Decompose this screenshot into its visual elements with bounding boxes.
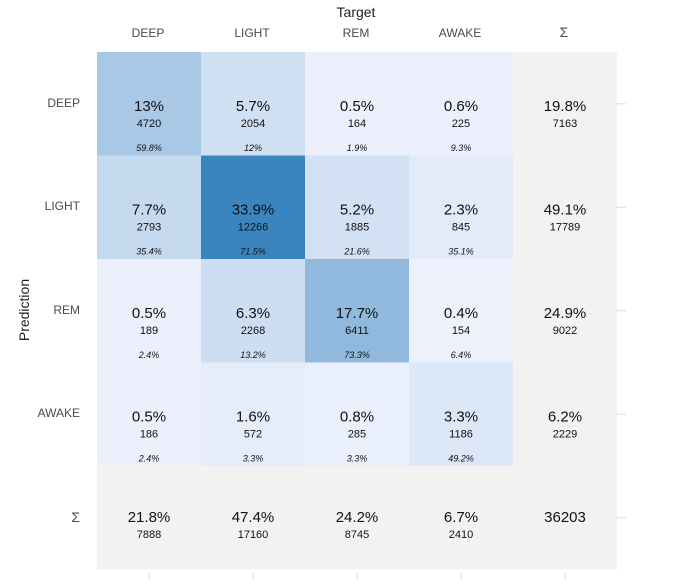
- cell-percent-label: 0.4%: [444, 305, 478, 322]
- cell-count-label: 6411: [345, 325, 369, 337]
- cell-count-label: 2793: [137, 222, 161, 234]
- column-sum-percent-label: 24.2%: [336, 509, 379, 526]
- column-sum-count-label: 17160: [238, 529, 269, 541]
- column-sum-percent-label: 47.4%: [232, 509, 275, 526]
- cell-column-percent-label: 59.8%: [136, 143, 162, 153]
- column-sum-count-label: 7888: [137, 529, 161, 541]
- cell-percent-label: 0.6%: [444, 98, 478, 115]
- matrix-cell: [97, 155, 201, 259]
- cell-count-label: 1186: [449, 429, 473, 441]
- row-sum-percent-label: 24.9%: [544, 305, 587, 322]
- cell-count-label: 285: [348, 429, 366, 441]
- col-label-sum: Σ: [559, 24, 569, 40]
- row-sum-percent-label: 49.1%: [544, 202, 587, 219]
- cell-column-percent-label: 12%: [244, 143, 262, 153]
- cell-percent-label: 3.3%: [444, 409, 478, 426]
- cell-percent-label: 0.5%: [132, 409, 166, 426]
- matrix-cell: [409, 259, 513, 363]
- matrix-cell: [305, 362, 409, 466]
- matrix-cell: [97, 52, 201, 156]
- cell-count-label: 12266: [238, 222, 269, 234]
- matrix-cell: [305, 52, 409, 156]
- row-label-deep: DEEP: [47, 96, 80, 110]
- cell-column-percent-label: 2.4%: [138, 350, 160, 360]
- row-sum-count-label: 7163: [553, 118, 577, 130]
- cell-percent-label: 1.6%: [236, 409, 270, 426]
- cell-count-label: 572: [244, 429, 262, 441]
- cell-column-percent-label: 35.1%: [448, 247, 474, 257]
- matrix-cell: [305, 259, 409, 363]
- cell-column-percent-label: 49.2%: [448, 454, 474, 464]
- matrix-cell: [409, 362, 513, 466]
- matrix-cell: [305, 155, 409, 259]
- cell-column-percent-label: 35.4%: [136, 247, 162, 257]
- cell-percent-label: 6.3%: [236, 305, 270, 322]
- sum-row-background: [97, 466, 513, 570]
- cell-percent-label: 7.7%: [132, 202, 166, 219]
- matrix-cell: [97, 259, 201, 363]
- matrix-cell: [201, 52, 305, 156]
- cell-percent-label: 0.5%: [132, 305, 166, 322]
- cell-count-label: 225: [452, 118, 470, 130]
- cell-count-label: 154: [452, 325, 470, 337]
- cell-count-label: 2054: [241, 118, 265, 130]
- cell-column-percent-label: 1.9%: [347, 143, 368, 153]
- cell-column-percent-label: 9.3%: [451, 143, 472, 153]
- row-label-sum: Σ: [71, 509, 80, 525]
- col-label-awake: AWAKE: [438, 26, 482, 40]
- cell-percent-label: 0.8%: [340, 409, 374, 426]
- column-sum-percent-label: 6.7%: [444, 509, 478, 526]
- cell-percent-label: 2.3%: [444, 202, 478, 219]
- column-sum-percent-label: 21.8%: [128, 509, 171, 526]
- cell-percent-label: 17.7%: [336, 305, 379, 322]
- cell-column-percent-label: 71.5%: [240, 247, 266, 257]
- cell-count-label: 2268: [241, 325, 265, 337]
- row-sum-percent-label: 19.8%: [544, 98, 587, 115]
- cell-percent-label: 5.2%: [340, 202, 374, 219]
- cell-column-percent-label: 21.6%: [343, 247, 370, 257]
- row-sum-count-label: 2229: [553, 429, 577, 441]
- cell-column-percent-label: 73.3%: [344, 350, 370, 360]
- row-sum-count-label: 9022: [553, 325, 577, 337]
- column-sum-count-label: 2410: [449, 529, 473, 541]
- matrix-cell: [201, 362, 305, 466]
- cell-count-label: 845: [452, 222, 470, 234]
- cell-count-label: 1885: [345, 222, 369, 234]
- row-sum-percent-label: 6.2%: [548, 409, 582, 426]
- row-sum-count-label: 17789: [550, 222, 581, 234]
- x-axis-title: Target: [336, 4, 376, 20]
- matrix-cell: [201, 155, 305, 259]
- row-label-awake: AWAKE: [37, 406, 80, 420]
- col-label-light: LIGHT: [234, 26, 270, 40]
- sum-column-background: [513, 52, 617, 570]
- matrix-cell: [97, 362, 201, 466]
- column-sum-count-label: 8745: [345, 529, 369, 541]
- matrix-cell: [201, 259, 305, 363]
- cell-percent-label: 13%: [134, 98, 164, 115]
- cell-column-percent-label: 3.3%: [347, 454, 368, 464]
- matrix-cell: [409, 155, 513, 259]
- matrix-cell: [409, 52, 513, 156]
- col-label-rem: REM: [342, 26, 370, 40]
- cell-count-label: 164: [348, 118, 366, 130]
- row-label-light: LIGHT: [44, 199, 80, 213]
- cell-percent-label: 33.9%: [232, 202, 275, 219]
- cell-count-label: 189: [140, 325, 158, 337]
- cell-percent-label: 5.7%: [236, 98, 270, 115]
- cell-percent-label: 0.5%: [340, 98, 374, 115]
- cell-column-percent-label: 6.4%: [451, 350, 472, 360]
- grand-total-label: 36203: [544, 509, 586, 526]
- col-label-deep: DEEP: [131, 26, 165, 40]
- cell-column-percent-label: 2.4%: [138, 454, 160, 464]
- cell-column-percent-label: 13.2%: [240, 350, 266, 360]
- cell-column-percent-label: 3.3%: [243, 454, 264, 464]
- cell-count-label: 4720: [137, 118, 161, 130]
- row-label-rem: REM: [53, 303, 80, 317]
- cell-count-label: 186: [140, 429, 158, 441]
